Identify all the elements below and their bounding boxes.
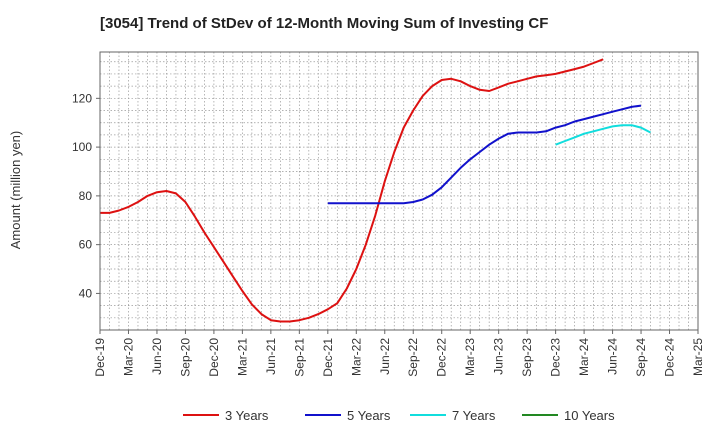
x-tick-label: Mar-21 xyxy=(235,338,249,376)
x-tick-label: Jun-20 xyxy=(150,338,164,375)
x-tick-label: Dec-19 xyxy=(93,338,107,377)
x-tick-label: Mar-20 xyxy=(121,338,135,376)
x-tick-label: Jun-22 xyxy=(378,338,392,375)
x-tick-label: Dec-23 xyxy=(549,338,563,377)
x-axis-ticks: Dec-19 Mar-20 Jun-20 Sep-20 Dec-20 Mar-21 Jun-… xyxy=(93,330,705,377)
x-tick-label: Sep-23 xyxy=(520,338,534,377)
y-tick-label: 40 xyxy=(79,286,93,300)
legend-label-1: 3 Years xyxy=(225,408,269,423)
chart-title: [3054] Trend of StDev of 12-Month Moving… xyxy=(100,15,548,32)
x-tick-label: Dec-20 xyxy=(207,338,221,377)
x-tick-label: Jun-23 xyxy=(492,338,506,375)
x-tick-label: Dec-21 xyxy=(321,338,335,377)
legend-label-3: 7 Years xyxy=(452,408,496,423)
y-tick-label: 80 xyxy=(79,189,93,203)
x-tick-label: Mar-24 xyxy=(577,338,591,376)
y-tick-label: 120 xyxy=(72,91,92,105)
legend-label-4: 10 Years xyxy=(564,408,615,423)
y-axis-label: Amount (million yen) xyxy=(8,131,23,250)
legend-label-2: 5 Years xyxy=(347,408,391,423)
x-tick-label: Mar-25 xyxy=(691,338,705,376)
x-tick-label: Mar-23 xyxy=(463,338,477,376)
y-tick-label: 60 xyxy=(79,238,93,252)
x-tick-label: Dec-24 xyxy=(663,338,677,377)
series-line-3 xyxy=(555,124,651,146)
plot-frame xyxy=(99,51,699,331)
x-tick-label: Sep-21 xyxy=(292,338,306,377)
grid-lines xyxy=(99,52,699,331)
series-line-1 xyxy=(100,58,604,323)
legend: 3 Years 5 Years 7 Years 10 Years xyxy=(183,408,615,423)
series-lines xyxy=(100,58,651,323)
x-tick-label: Jun-24 xyxy=(606,338,620,375)
x-tick-label: Mar-22 xyxy=(349,338,363,376)
x-tick-label: Sep-22 xyxy=(406,338,420,377)
y-tick-label: 100 xyxy=(72,140,92,154)
x-tick-label: Dec-22 xyxy=(435,338,449,377)
series-line-2 xyxy=(327,104,642,205)
y-axis-ticks: 40 60 80 100 120 xyxy=(72,91,100,300)
x-tick-label: Jun-21 xyxy=(264,338,278,375)
x-tick-label: Sep-20 xyxy=(178,338,192,377)
x-tick-label: Sep-24 xyxy=(634,338,648,377)
